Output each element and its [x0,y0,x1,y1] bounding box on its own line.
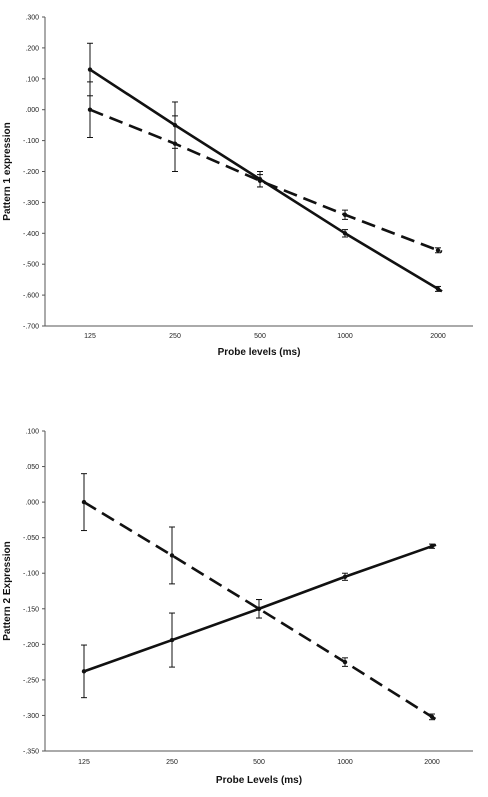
y-tick-label: -.200 [23,642,39,649]
y-tick-label: .100 [25,429,39,436]
x-tick-label: 2000 [430,333,446,340]
data-point [87,107,93,112]
x-axis-label: Probe Levels (ms) [216,775,302,786]
x-tick-label: 250 [169,333,181,340]
y-tick-label: -.400 [23,231,39,238]
y-tick-label: -.100 [23,571,39,578]
y-tick-label: -.250 [23,677,39,684]
y-tick-label: .000 [25,107,39,114]
x-tick-label: 1000 [337,333,353,340]
y-tick-label: -.300 [23,713,39,720]
data-point [257,178,263,183]
series-solid [87,42,443,293]
series-solid [81,543,437,699]
data-point [435,248,441,253]
data-point [342,659,348,665]
y-axis-label: Pattern 1 expression [2,122,13,220]
y-tick-label: -.600 [23,293,39,300]
data-point [172,141,178,146]
data-point [342,231,348,236]
x-tick-label: 500 [253,759,265,766]
data-point [81,499,87,505]
x-tick-label: 125 [84,333,96,340]
data-point [256,606,262,611]
y-tick-label: -.500 [23,262,39,269]
y-tick-label: -.200 [23,169,39,176]
chart-1: .300 .200 .100 .000 -.100 -.200 -.300 -.400 -.50… [2,15,473,358]
y-tick-label: -.350 [23,749,39,756]
y-tick-label: -.300 [23,200,39,207]
series-dashed [87,81,443,254]
data-point [342,574,348,579]
y-tick-label: .200 [25,45,39,52]
x-tick-label: 250 [166,759,178,766]
x-tick-label: 125 [78,759,90,766]
data-point [81,669,87,674]
data-point [435,286,441,292]
data-point [169,637,175,643]
data-point [342,212,348,217]
data-point [429,714,435,720]
y-tick-label: .000 [25,500,39,507]
y-tick-label: .050 [25,464,39,471]
y-tick-label: -.100 [23,138,39,145]
x-axis-label: Probe levels (ms) [218,347,301,358]
y-axis-label: Pattern 2 Expression [2,541,13,640]
x-tick-label: 1000 [337,759,353,766]
y-tick-label: .100 [25,76,39,83]
series-dashed [81,473,437,721]
data-point [429,544,435,549]
chart-2: .100 .050 .000 -.050 -.100 -.150 -.200 -.250 -.3… [2,429,473,786]
data-point [169,553,175,558]
series-line [89,108,443,254]
y-tick-label: .300 [25,15,39,22]
y-tick-label: -.150 [23,606,39,613]
y-tick-label: -.700 [23,324,39,331]
series-line [83,500,437,721]
x-tick-label: 2000 [424,759,440,766]
series-line [89,68,443,293]
data-point [87,67,93,72]
y-tick-label: -.050 [23,535,39,542]
x-tick-label: 500 [254,333,266,340]
